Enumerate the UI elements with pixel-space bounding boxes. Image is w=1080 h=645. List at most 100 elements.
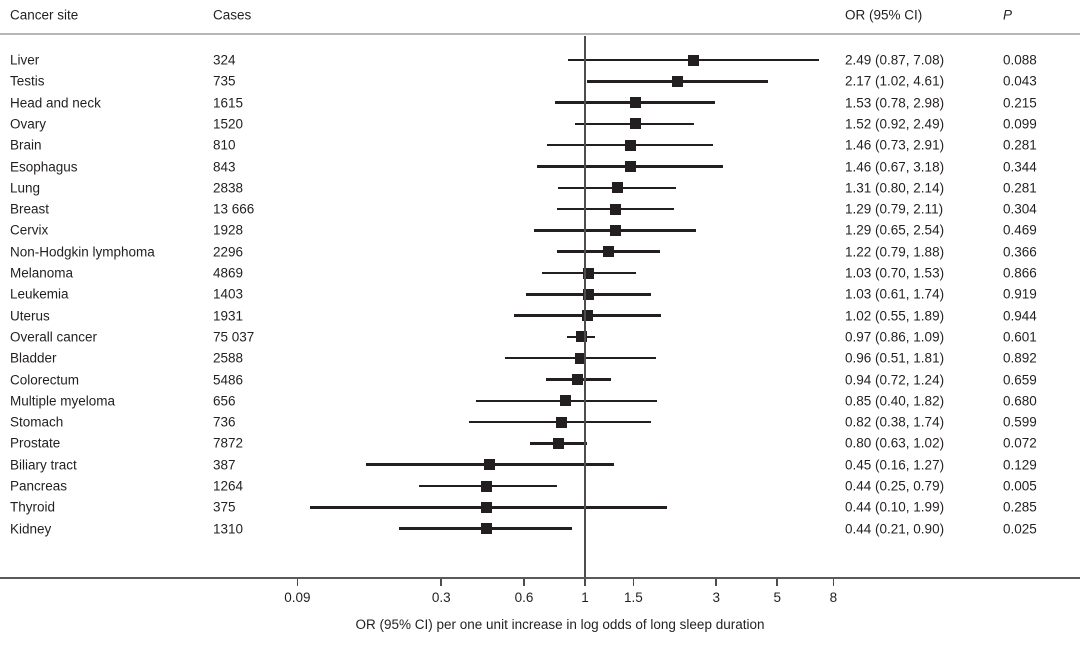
row-cases-value: 4869 (213, 265, 244, 281)
row-site-label: Head and neck (10, 95, 101, 111)
row-site-label: Testis (10, 73, 45, 89)
row-or-ci-value: 2.17 (1.02, 4.61) (845, 73, 945, 89)
row-site-label: Brain (10, 137, 42, 153)
or-marker (484, 459, 496, 471)
row-or-ci-value: 1.02 (0.55, 1.89) (845, 308, 945, 324)
row-cases-value: 375 (213, 499, 236, 515)
row-or-ci-value: 1.29 (0.65, 2.54) (845, 222, 945, 238)
or-marker (688, 54, 700, 66)
row-cases-value: 656 (213, 393, 236, 409)
row-or-ci-value: 0.80 (0.63, 1.02) (845, 435, 945, 451)
x-axis-tick-label: 3 (712, 590, 720, 605)
x-axis-tick-mark (584, 579, 586, 586)
or-marker (481, 480, 493, 492)
row-cases-value: 1403 (213, 286, 244, 302)
row-or-ci-value: 1.52 (0.92, 2.49) (845, 116, 945, 132)
row-cases-value: 1264 (213, 478, 244, 494)
row-cases-value: 843 (213, 159, 236, 174)
or-marker (624, 161, 636, 172)
row-or-ci-value: 0.44 (0.21, 0.90) (845, 521, 945, 537)
row-site-label: Breast (10, 201, 50, 217)
row-cases-value: 324 (213, 52, 236, 68)
column-header-cancer-site: Cancer site (10, 7, 79, 23)
row-p-value: 0.281 (1003, 180, 1037, 196)
row-site-label: Bladder (10, 350, 57, 366)
column-header-cases: Cases (213, 7, 252, 23)
row-p-value: 0.469 (1003, 222, 1037, 238)
row-p-value: 0.659 (1003, 372, 1037, 387)
row-cases-value: 1615 (213, 95, 244, 111)
row-p-value: 0.072 (1003, 435, 1037, 451)
or-marker (552, 437, 564, 449)
row-cases-value: 810 (213, 137, 236, 153)
x-axis-tick-mark (715, 579, 717, 586)
row-or-ci-value: 1.53 (0.78, 2.98) (845, 95, 945, 111)
or-marker (574, 352, 586, 364)
row-p-value: 0.601 (1003, 329, 1037, 345)
row-p-value: 0.025 (1003, 521, 1037, 537)
row-or-ci-value: 1.46 (0.73, 2.91) (845, 137, 945, 153)
row-site-label: Overall cancer (10, 329, 98, 345)
row-p-value: 0.005 (1003, 478, 1037, 494)
row-p-value: 0.043 (1003, 73, 1037, 89)
reference-line-or-1 (584, 36, 586, 578)
or-marker (624, 139, 636, 151)
or-marker (583, 267, 595, 279)
or-marker (572, 374, 584, 385)
row-cases-value: 2296 (213, 244, 244, 260)
row-cases-value: 387 (213, 457, 236, 473)
row-or-ci-value: 0.82 (0.38, 1.74) (845, 414, 945, 430)
or-marker (555, 416, 567, 428)
row-cases-value: 7872 (213, 435, 244, 451)
or-marker (609, 224, 621, 236)
row-cases-value: 5486 (213, 372, 244, 387)
row-or-ci-value: 0.85 (0.40, 1.82) (845, 393, 945, 409)
or-marker (630, 97, 642, 109)
row-site-label: Liver (10, 52, 40, 68)
row-or-ci-value: 1.03 (0.70, 1.53) (845, 265, 945, 281)
row-p-value: 0.599 (1003, 414, 1037, 430)
row-cases-value: 1931 (213, 308, 244, 324)
or-marker (583, 288, 595, 300)
row-site-label: Melanoma (10, 265, 74, 281)
row-or-ci-value: 0.96 (0.51, 1.81) (845, 350, 945, 366)
row-cases-value: 2838 (213, 180, 244, 196)
x-axis-tick-label: 0.3 (431, 590, 451, 605)
x-axis-tick-label: 1 (581, 590, 589, 605)
row-cases-value: 2588 (213, 350, 244, 366)
x-axis-tick-label: 0.09 (284, 590, 311, 605)
header-separator-line (0, 33, 1080, 35)
row-or-ci-value: 0.97 (0.86, 1.09) (845, 329, 945, 345)
or-marker (581, 310, 593, 322)
x-axis-tick-mark (296, 579, 299, 586)
row-site-label: Cervix (10, 222, 49, 238)
row-cases-value: 13 666 (213, 201, 255, 217)
row-site-label: Stomach (10, 414, 64, 430)
row-p-value: 0.680 (1003, 393, 1037, 409)
or-marker (560, 395, 572, 407)
row-p-value: 0.344 (1003, 159, 1037, 174)
row-site-label: Non-Hodgkin lymphoma (10, 244, 155, 260)
x-axis-line (0, 577, 1080, 579)
row-or-ci-value: 1.46 (0.67, 3.18) (845, 159, 945, 174)
x-axis-title: OR (95% CI) per one unit increase in log… (355, 617, 765, 632)
row-site-label: Kidney (10, 521, 52, 537)
row-cases-value: 1520 (213, 116, 244, 132)
or-marker (575, 331, 587, 343)
column-header-or-ci: OR (95% CI) (845, 7, 923, 23)
x-axis-tick-mark (523, 579, 525, 586)
row-or-ci-value: 1.03 (0.61, 1.74) (845, 286, 945, 302)
row-site-label: Esophagus (10, 159, 78, 174)
row-or-ci-value: 1.29 (0.79, 2.11) (845, 201, 944, 217)
x-axis-tick-label: 8 (829, 590, 838, 605)
row-p-value: 0.919 (1003, 286, 1037, 302)
row-p-value: 0.304 (1003, 201, 1037, 217)
row-site-label: Lung (10, 180, 41, 196)
row-site-label: Colorectum (10, 372, 80, 387)
row-site-label: Biliary tract (10, 457, 77, 473)
row-cases-value: 1310 (213, 521, 244, 537)
row-or-ci-value: 0.45 (0.16, 1.27) (845, 457, 945, 473)
or-marker (609, 203, 621, 215)
row-p-value: 0.366 (1003, 244, 1037, 260)
